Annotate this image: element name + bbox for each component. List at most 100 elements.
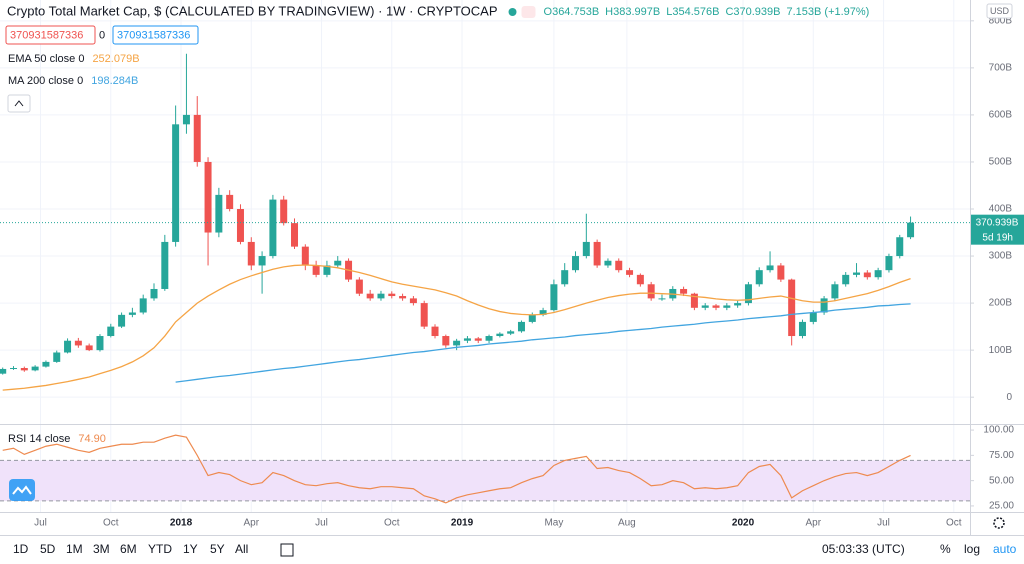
header: Crypto Total Market Cap, $ (CALCULATED B… bbox=[5, 3, 1013, 557]
candle-body bbox=[550, 284, 558, 311]
candle-body bbox=[561, 270, 569, 285]
y-tick-label: 50.00 bbox=[989, 475, 1014, 486]
candle-body bbox=[723, 305, 731, 308]
candle-body bbox=[744, 284, 752, 304]
candle-body bbox=[636, 274, 644, 285]
x-tick-label: Apr bbox=[806, 518, 822, 529]
candle-body bbox=[204, 161, 212, 233]
range-button[interactable]: 5D bbox=[40, 542, 56, 556]
input-box[interactable] bbox=[5, 25, 96, 45]
range-button[interactable]: YTD bbox=[148, 542, 172, 556]
clock: 05:03:33 (UTC) bbox=[822, 542, 905, 556]
candle-body bbox=[831, 284, 839, 299]
countdown: 5d 19h bbox=[982, 232, 1013, 243]
candle-body bbox=[885, 256, 893, 271]
candle-body bbox=[420, 303, 428, 327]
scale-option[interactable]: % bbox=[940, 542, 951, 556]
y-tick-label: 500B bbox=[989, 157, 1013, 168]
candle-body bbox=[701, 305, 709, 308]
legend-name: RSI 14 close bbox=[8, 433, 70, 445]
x-tick-label: Aug bbox=[618, 518, 636, 529]
candle-body bbox=[301, 246, 309, 266]
range-button[interactable]: 5Y bbox=[210, 542, 225, 556]
legend-name: EMA 50 close 0 bbox=[8, 53, 84, 65]
legend-name: MA 200 close 0 bbox=[8, 75, 83, 87]
x-tick-label: Oct bbox=[946, 518, 962, 529]
candle-body bbox=[842, 274, 850, 285]
candle-body bbox=[366, 293, 374, 299]
chart-title: Crypto Total Market Cap, $ (CALCULATED B… bbox=[7, 3, 498, 18]
candle-body bbox=[182, 114, 190, 125]
y-tick-label: 200B bbox=[989, 298, 1013, 309]
x-tick-label: 2019 bbox=[451, 518, 474, 529]
candle-body bbox=[85, 345, 93, 351]
last-price-tag bbox=[971, 214, 1024, 245]
candle-body bbox=[453, 340, 461, 346]
candle-body bbox=[485, 336, 493, 341]
x-tick-label: 2020 bbox=[732, 518, 755, 529]
range-button[interactable]: All bbox=[235, 542, 248, 556]
candle-body bbox=[96, 336, 104, 351]
candle-body bbox=[355, 279, 363, 294]
candle-body bbox=[517, 321, 525, 332]
candle-body bbox=[755, 270, 763, 285]
indicator-line bbox=[2, 264, 911, 391]
candle-body bbox=[10, 368, 18, 370]
candle-body bbox=[280, 199, 288, 224]
candle-body bbox=[150, 288, 158, 299]
logo bbox=[9, 479, 35, 501]
range-button[interactable]: 1M bbox=[66, 542, 83, 556]
y-tick-label: 25.00 bbox=[989, 501, 1014, 512]
candle-body bbox=[74, 340, 82, 346]
y-tick-label: 800B bbox=[989, 15, 1013, 26]
grid bbox=[0, 0, 970, 512]
range-button[interactable]: 6M bbox=[120, 542, 137, 556]
settings-icon[interactable] bbox=[993, 517, 1005, 529]
candle-body bbox=[215, 194, 223, 233]
logo-icon bbox=[12, 485, 32, 495]
candle-body bbox=[323, 265, 331, 275]
currency: USD bbox=[990, 6, 1010, 16]
scale-option[interactable]: log bbox=[964, 542, 980, 556]
candle-body bbox=[118, 314, 126, 327]
candle-body bbox=[399, 296, 407, 299]
currency-button[interactable] bbox=[986, 3, 1013, 19]
collapse-button[interactable] bbox=[7, 94, 31, 113]
candle-body bbox=[377, 293, 385, 299]
candle-body bbox=[291, 223, 299, 247]
candle-body bbox=[690, 293, 698, 308]
range-button[interactable]: 3M bbox=[93, 542, 110, 556]
range-button[interactable]: 1D bbox=[13, 542, 29, 556]
toolbar: 1D 5D 1M 3M 6M YTD 1Y 5Y All 05:03:33 (UTC)% log au… bbox=[13, 542, 1017, 556]
ohlc-value: O364.753B bbox=[544, 6, 600, 18]
candle-body bbox=[766, 265, 774, 271]
last-price-label: 370.939B bbox=[976, 217, 1019, 228]
input-box[interactable] bbox=[112, 25, 199, 45]
candle-body bbox=[42, 361, 50, 367]
candle-body bbox=[680, 288, 688, 294]
candle-body bbox=[269, 199, 277, 257]
legend-value: 74.90 bbox=[78, 433, 106, 445]
x-tick-label: Jul bbox=[877, 518, 890, 529]
y-tick-label: 600B bbox=[989, 110, 1013, 121]
rsi-band bbox=[0, 460, 970, 501]
candle-body bbox=[820, 298, 828, 313]
candle-body bbox=[0, 368, 7, 374]
y-tick-label: 700B bbox=[989, 63, 1013, 74]
calendar-icon[interactable] bbox=[280, 543, 294, 557]
y-tick-label: 75.00 bbox=[989, 450, 1014, 461]
plot bbox=[0, 53, 970, 504]
candle-body bbox=[128, 312, 136, 315]
candle-body bbox=[334, 260, 342, 266]
candle-body bbox=[474, 338, 482, 341]
indicator-line bbox=[175, 303, 911, 383]
input-value: 370931587336 bbox=[117, 29, 190, 41]
ohlc-value: L354.576B bbox=[666, 6, 719, 18]
ohlc-value: H383.997B bbox=[605, 6, 660, 18]
range-button[interactable]: 1Y bbox=[183, 542, 198, 556]
rsi-line bbox=[2, 434, 911, 504]
candle-body bbox=[161, 241, 169, 289]
candle-body bbox=[236, 209, 244, 242]
collapse-icon bbox=[14, 100, 24, 107]
scale-option[interactable]: auto bbox=[993, 542, 1017, 556]
